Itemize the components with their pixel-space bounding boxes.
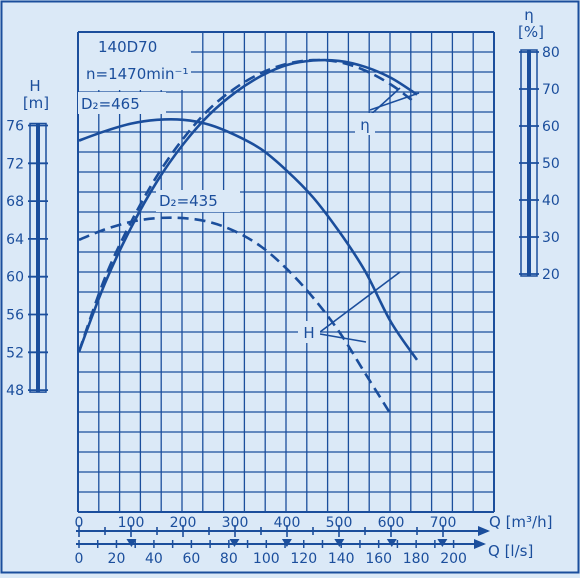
x-primary-tick-label: 700 [430, 515, 457, 531]
series-line-2 [77, 58, 418, 353]
x-primary-tick-label: 500 [326, 515, 353, 531]
y-right-unit: [%] [518, 23, 544, 41]
x-secondary-marker [334, 539, 345, 547]
x-secondary-tick-label: 40 [145, 551, 163, 567]
x-secondary-marker [126, 539, 137, 547]
h-leader-2 [319, 333, 367, 343]
x-secondary-marker [281, 539, 292, 547]
chart-title: 140D70 [98, 38, 157, 56]
annotation-eta-bg [355, 113, 375, 135]
annotation-d435-bg [156, 190, 240, 212]
chart-subtitle: n=1470min⁻¹ [86, 65, 188, 83]
annotation-d465-bg [78, 92, 166, 114]
x-secondary-tick-label: 60 [182, 551, 200, 567]
x-primary-label: Q [m³/h] [489, 513, 552, 531]
y-right-tick-label: 20 [542, 267, 560, 283]
x-secondary-label: Q [l/s] [488, 542, 533, 560]
y-left-label: H [29, 77, 40, 95]
series-line-0 [78, 117, 419, 361]
y-right-tick-label: 70 [542, 82, 560, 98]
y-left-tick-label: 76 [6, 119, 24, 135]
y-left-bar-outline [29, 122, 47, 393]
y-right-tick-label: 30 [542, 230, 560, 246]
x-secondary-marker [229, 539, 240, 547]
x-primary-tick-label: 400 [274, 515, 301, 531]
x-primary-tick-label: 300 [222, 515, 249, 531]
y-left-tick-label: 72 [6, 156, 24, 172]
x-primary-tick-label: 0 [75, 515, 84, 531]
y-left-tick-label: 52 [6, 345, 24, 361]
x-secondary-tick-label: 140 [328, 551, 355, 567]
y-left-tick-label: 48 [6, 383, 24, 399]
annotation-eta: η [360, 116, 370, 134]
h-leader-1 [319, 271, 401, 333]
y-left-tick-label: 64 [6, 232, 24, 248]
y-left-tick-label: 56 [6, 308, 24, 324]
y-right-label: η [524, 6, 534, 24]
x-secondary-tick-label: 80 [220, 551, 238, 567]
y-right-tick-label: 60 [542, 119, 560, 135]
x-secondary-tick-label: 100 [253, 551, 280, 567]
x-secondary-tick-label: 160 [365, 551, 392, 567]
y-left-unit: [m] [23, 94, 49, 112]
x-primary-tick-label: 100 [118, 515, 145, 531]
x-secondary-marker [437, 539, 448, 547]
x-primary-arrowhead [478, 526, 490, 536]
y-left-tick-label: 60 [6, 270, 24, 286]
x-secondary-tick-label: 200 [440, 551, 467, 567]
annotation-d435: D₂=435 [159, 192, 218, 210]
y-left-bar [36, 123, 40, 393]
annotation-h-bg [298, 321, 320, 343]
x-secondary-tick-label: 0 [75, 551, 84, 567]
y-right-tick-label: 40 [542, 193, 560, 209]
series-line-3 [77, 58, 413, 353]
eta-leader-2 [369, 92, 420, 111]
x-secondary-tick-label: 180 [403, 551, 430, 567]
y-right-tick-label: 50 [542, 156, 560, 172]
title-box-bg [79, 33, 191, 90]
x-secondary-tick-label: 120 [290, 551, 317, 567]
annotation-d465: D₂=465 [81, 95, 140, 113]
series-line-1 [78, 216, 393, 416]
x-primary-tick-label: 600 [378, 515, 405, 531]
x-secondary-arrowhead [474, 539, 486, 549]
annotation-h: H [303, 324, 314, 342]
x-secondary-tick-label: 20 [108, 551, 126, 567]
y-right-tick-label: 80 [542, 45, 560, 61]
x-secondary-marker [386, 539, 397, 547]
y-left-tick-label: 68 [6, 194, 24, 210]
x-primary-tick-label: 200 [170, 515, 197, 531]
